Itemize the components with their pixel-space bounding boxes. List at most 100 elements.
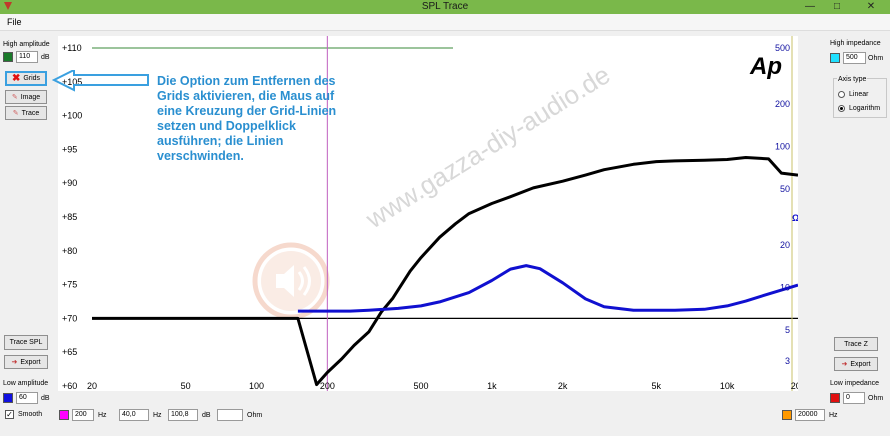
trace-button[interactable]: ✎ Trace [5, 106, 47, 120]
eraser-icon: ✎ [11, 94, 18, 101]
trace-z-button[interactable]: Trace Z [834, 337, 878, 351]
watermark-text: www.gazza-diy-audio.de [360, 59, 616, 234]
y-tick-label: +75 [62, 280, 77, 290]
watermark: www.gazza-diy-audio.de [360, 59, 616, 234]
trace-spl-button[interactable]: Trace SPL [4, 335, 48, 350]
low-amplitude-unit: dB [41, 395, 50, 402]
export-spl-label: Export [20, 358, 41, 366]
grids-button-label: Grids [23, 75, 41, 82]
y-tick-label: +60 [62, 381, 77, 391]
x-tick-label: 10k [720, 381, 735, 391]
x-tick-label: 20 [87, 381, 97, 391]
x-tick-label: 1k [487, 381, 497, 391]
y-tick-label: +105 [62, 77, 82, 87]
y-tick-label: +110 [62, 43, 82, 53]
smooth-label: Smooth [18, 411, 43, 418]
frequency-field[interactable]: 200 [72, 409, 94, 421]
y-tick-label: +95 [62, 144, 77, 154]
low-impedance-color-swatch[interactable] [830, 393, 840, 403]
right-frequency-field[interactable]: 20000 [795, 409, 825, 421]
x-tick-label: 500 [413, 381, 428, 391]
trace-z-label: Trace Z [844, 340, 868, 348]
right-frequency-unit: Hz [829, 412, 838, 419]
ohm-unit: Ohm [247, 412, 263, 419]
right-frequency-color-swatch[interactable] [782, 410, 792, 420]
y-tick-label: +65 [62, 347, 77, 357]
low-amplitude-color-swatch[interactable] [3, 393, 13, 403]
maximize-icon[interactable]: □ [833, 1, 841, 12]
high-amplitude-field[interactable]: 110 [16, 51, 38, 63]
y2-axis-label: Ω [792, 213, 798, 223]
high-amplitude-unit: dB [41, 54, 50, 61]
export-z-label: Export [850, 360, 871, 368]
end-value-unit: dB [202, 412, 211, 419]
title-bar: SPL Trace — □ ✕ [0, 0, 890, 14]
grids-button[interactable]: ✖ Grids [5, 71, 47, 86]
y2-tick-label: 100 [775, 142, 790, 152]
low-amplitude-field[interactable]: 60 [16, 392, 38, 404]
low-impedance-label: Low impedance [830, 380, 880, 387]
linear-label: Linear [849, 91, 869, 98]
low-impedance-unit: Ohm [868, 395, 884, 402]
y2-tick-label: 5 [785, 325, 790, 335]
y-tick-label: +90 [62, 178, 77, 188]
trace-button-label: Trace [21, 109, 40, 117]
frequency-color-swatch[interactable] [59, 410, 69, 420]
x-tick-label: 100 [249, 381, 264, 391]
ohm-field[interactable] [217, 409, 243, 421]
export-z-button[interactable]: ➜ Export [834, 357, 878, 371]
pencil-icon: ✎ [12, 110, 19, 117]
menu-file[interactable]: File [7, 17, 22, 27]
high-impedance-label: High impedance [830, 40, 881, 47]
trace-spl-label: Trace SPL [9, 339, 43, 346]
start-value-field[interactable]: 40,0 [119, 409, 149, 421]
end-value-field[interactable]: 100,8 [168, 409, 198, 421]
bottom-bar: ✓ Smooth 200 Hz 40,0 Hz 100,8 dB Ohm 200… [0, 404, 890, 436]
y2-tick-label: 10 [780, 282, 790, 292]
high-impedance-color-swatch[interactable] [830, 53, 840, 63]
low-amplitude-label: Low amplitude [3, 380, 49, 387]
logarithm-label: Logarithm [849, 105, 881, 112]
x-tick-label: 50 [181, 381, 191, 391]
y2-tick-label: 200 [775, 99, 790, 109]
y-tick-label: +70 [62, 313, 77, 323]
y2-tick-label: 20 [780, 240, 790, 250]
window-title: SPL Trace [421, 1, 469, 12]
speaker-icon [252, 242, 330, 320]
logarithm-radio[interactable] [838, 105, 845, 112]
y2-tick-label: 3 [785, 356, 790, 366]
close-icon[interactable]: ✕ [866, 1, 876, 12]
high-amplitude-label: High amplitude [3, 41, 50, 48]
export-icon: ➜ [11, 359, 18, 366]
high-amplitude-color-swatch[interactable] [3, 52, 13, 62]
red-x-icon: ✖ [11, 73, 21, 84]
y2-tick-label: 50 [780, 184, 790, 194]
app-icon [4, 2, 12, 10]
image-button[interactable]: ✎ Image [5, 90, 47, 104]
minimize-icon[interactable]: — [805, 1, 815, 12]
impedance-trace-line [297, 264, 798, 313]
x-tick-label: 2k [558, 381, 568, 391]
frequency-unit: Hz [98, 412, 107, 419]
plot-area[interactable]: www.gazza-diy-audio.de +60 +65 +70 +75 +80 +8… [58, 36, 798, 391]
annotation-text: Die Option zum Entfernen des Grids aktiv… [157, 74, 337, 163]
smooth-checkbox[interactable]: ✓ [5, 410, 14, 419]
axis-type-label: Axis type [837, 76, 868, 83]
y-tick-label: +80 [62, 246, 77, 256]
x-tick-label: 200 [320, 381, 335, 391]
export-spl-button[interactable]: ➜ Export [4, 355, 48, 369]
axis-type-group [833, 78, 887, 118]
export-z-icon: ➜ [841, 361, 848, 368]
ap-logo: Ap [749, 53, 782, 80]
menu-bar: File [0, 14, 890, 31]
low-impedance-field[interactable]: 0 [843, 392, 865, 404]
callout-arrow [52, 70, 149, 92]
spl-chart[interactable]: www.gazza-diy-audio.de +60 +65 +70 +75 +80 +8… [58, 36, 798, 391]
spl-trace-line [92, 156, 798, 387]
high-impedance-unit: Ohm [868, 55, 884, 62]
linear-radio[interactable] [838, 91, 845, 98]
image-button-label: Image [20, 93, 41, 101]
high-impedance-field[interactable]: 500 [843, 52, 866, 64]
y-tick-label: +85 [62, 212, 77, 222]
x-tick-label: 20k [791, 381, 798, 391]
